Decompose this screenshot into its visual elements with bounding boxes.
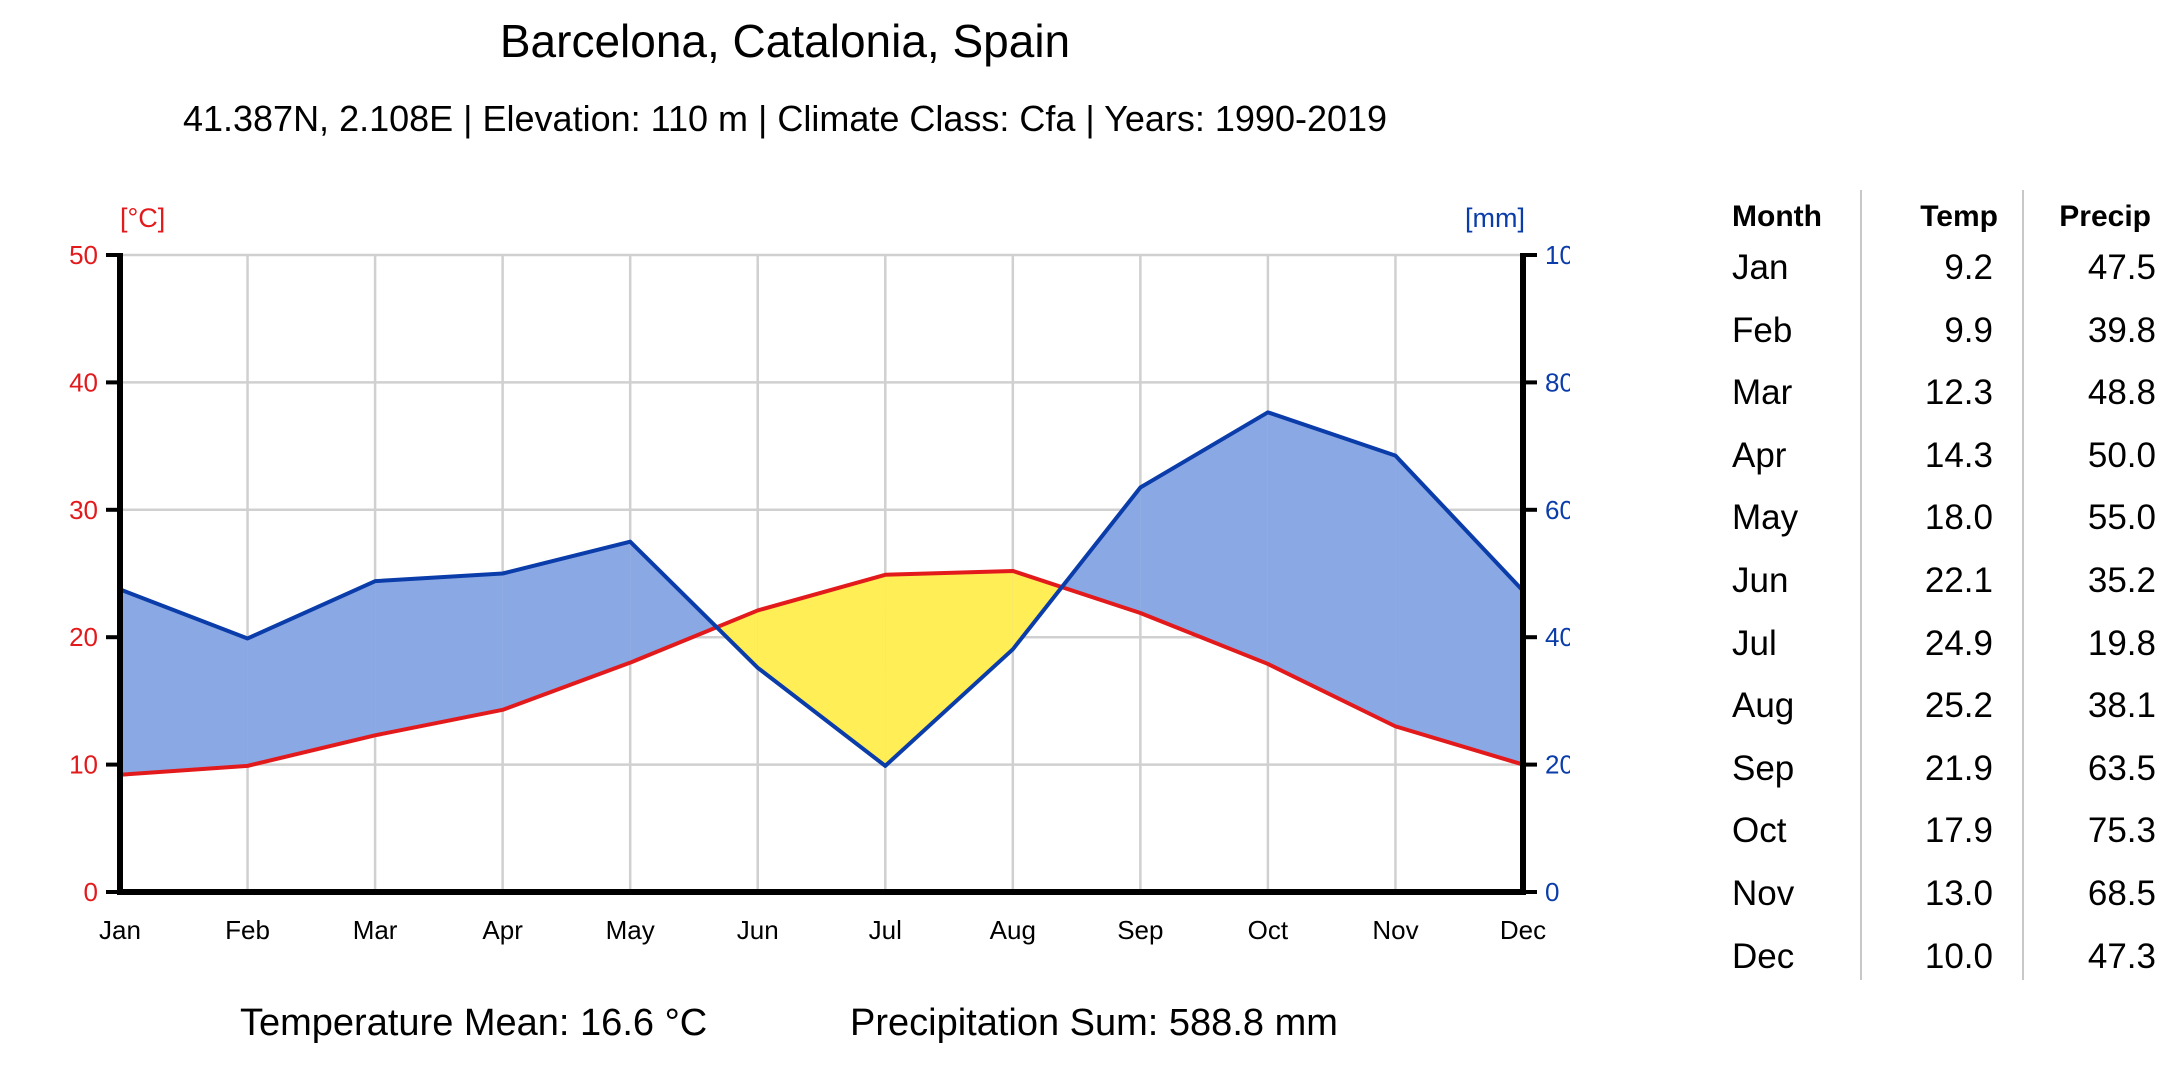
right-axis-unit: [mm]	[1465, 203, 1525, 233]
right-tick-label: 80	[1545, 367, 1570, 397]
cell-temp: 18.0	[1924, 498, 1993, 538]
area-fill-segment	[502, 541, 631, 710]
area-fill-segment	[120, 589, 248, 775]
cell-temp: 12.3	[1924, 373, 1993, 413]
right-tick-label: 60	[1545, 495, 1570, 525]
cell-precip: 38.1	[2087, 686, 2156, 726]
cell-precip: 63.5	[2087, 748, 2156, 788]
left-tick-label: 20	[69, 622, 98, 652]
left-tick-label: 30	[69, 495, 98, 525]
tick-labels: 0 10 20 30 40 50 0 20 40 60 80 100 Jan Feb Mar Apr May Ju…	[69, 203, 1570, 945]
cell-temp: 9.2	[1944, 248, 1993, 287]
table-separator	[1860, 190, 1862, 980]
cell-month: Mar	[1732, 373, 1793, 413]
left-tick-label: 0	[84, 877, 98, 907]
x-tick-label: Apr	[482, 915, 523, 945]
x-tick-label: Jun	[737, 915, 779, 945]
axes	[106, 253, 1537, 895]
precipitation-line	[119, 410, 1525, 768]
cell-temp: 22.1	[1924, 561, 1993, 600]
area-fill-segment	[885, 570, 1013, 766]
cell-month: Apr	[1732, 435, 1787, 475]
area-fill-segment	[247, 581, 376, 766]
cell-precip: 47.5	[2087, 248, 2156, 287]
area-fill-segment	[1395, 455, 1523, 765]
chart-title: Barcelona, Catalonia, Spain	[499, 15, 1071, 67]
right-tick-label: 100	[1545, 240, 1570, 270]
cell-temp: 24.9	[1924, 623, 1993, 663]
left-tick-label: 50	[69, 240, 98, 270]
area-fill-segment	[375, 573, 503, 736]
cell-temp: 10.0	[1924, 936, 1993, 976]
x-tick-label: Dec	[1500, 915, 1546, 945]
area-fill-segment	[1140, 412, 1268, 664]
cell-precip: 55.0	[2087, 498, 2156, 538]
cell-precip: 50.0	[2087, 435, 2156, 475]
x-tick-label: Sep	[1117, 915, 1163, 945]
cell-month: Feb	[1732, 310, 1793, 350]
header-month: Month	[1732, 200, 1822, 233]
cell-precip: 19.8	[2087, 623, 2156, 663]
area-fill-segment	[1267, 412, 1396, 727]
cell-month: Aug	[1732, 686, 1795, 726]
header-temp: Temp	[1920, 200, 1998, 233]
cell-temp: 17.9	[1924, 811, 1993, 851]
cell-temp: 21.9	[1924, 748, 1993, 788]
cell-month: Oct	[1732, 811, 1787, 851]
left-tick-label: 40	[69, 367, 98, 397]
cell-precip: 68.5	[2087, 874, 2156, 913]
x-tick-label: Feb	[225, 915, 270, 945]
area-fill-segment	[757, 574, 886, 766]
cell-month: Sep	[1732, 748, 1795, 788]
area-fills	[120, 412, 1523, 775]
cell-month: Jun	[1732, 561, 1789, 600]
cell-precip: 75.3	[2087, 811, 2156, 851]
cell-month: Dec	[1732, 936, 1795, 976]
cell-temp: 25.2	[1924, 686, 1993, 726]
cell-month: May	[1732, 498, 1799, 538]
series-lines	[119, 410, 1525, 777]
x-tick-label: Nov	[1372, 915, 1418, 945]
climate-chart: 0 10 20 30 40 50 0 20 40 60 80 100 Jan Feb Mar Apr May Ju…	[69, 203, 1570, 945]
cell-precip: 35.2	[2087, 561, 2156, 600]
cell-month: Jul	[1732, 623, 1777, 663]
x-tick-label: Jan	[99, 915, 141, 945]
temperature-line	[119, 568, 1524, 777]
cell-month: Jan	[1732, 248, 1789, 287]
area-fill-segment	[1012, 570, 1062, 650]
right-tick-label: 0	[1545, 877, 1559, 907]
area-fill-segment	[630, 541, 717, 663]
cell-temp: 13.0	[1924, 874, 1993, 913]
cell-precip: 48.8	[2087, 373, 2156, 413]
x-tick-label: Mar	[353, 915, 398, 945]
precipitation-sum: Precipitation Sum: 588.8 mm	[850, 1002, 1338, 1044]
cell-temp: 9.9	[1944, 310, 1993, 350]
table-separator	[2022, 190, 2024, 980]
chart-subtitle: 41.387N, 2.108E | Elevation: 110 m | Cli…	[182, 98, 1388, 139]
cell-temp: 14.3	[1924, 435, 1993, 475]
right-tick-label: 20	[1545, 750, 1570, 780]
cell-precip: 39.8	[2087, 310, 2156, 350]
cell-precip: 47.3	[2087, 936, 2156, 976]
header-precip: Precip	[2059, 200, 2151, 233]
area-fill-segment	[1061, 487, 1141, 613]
left-tick-label: 10	[69, 750, 98, 780]
temperature-mean: Temperature Mean: 16.6 °C	[240, 1002, 708, 1044]
x-tick-label: May	[606, 915, 655, 945]
x-tick-label: Oct	[1248, 915, 1289, 945]
right-tick-label: 40	[1545, 622, 1570, 652]
cell-month: Nov	[1732, 874, 1795, 913]
x-tick-label: Aug	[990, 915, 1036, 945]
left-axis-unit: [°C]	[120, 203, 165, 233]
x-tick-label: Jul	[869, 915, 902, 945]
